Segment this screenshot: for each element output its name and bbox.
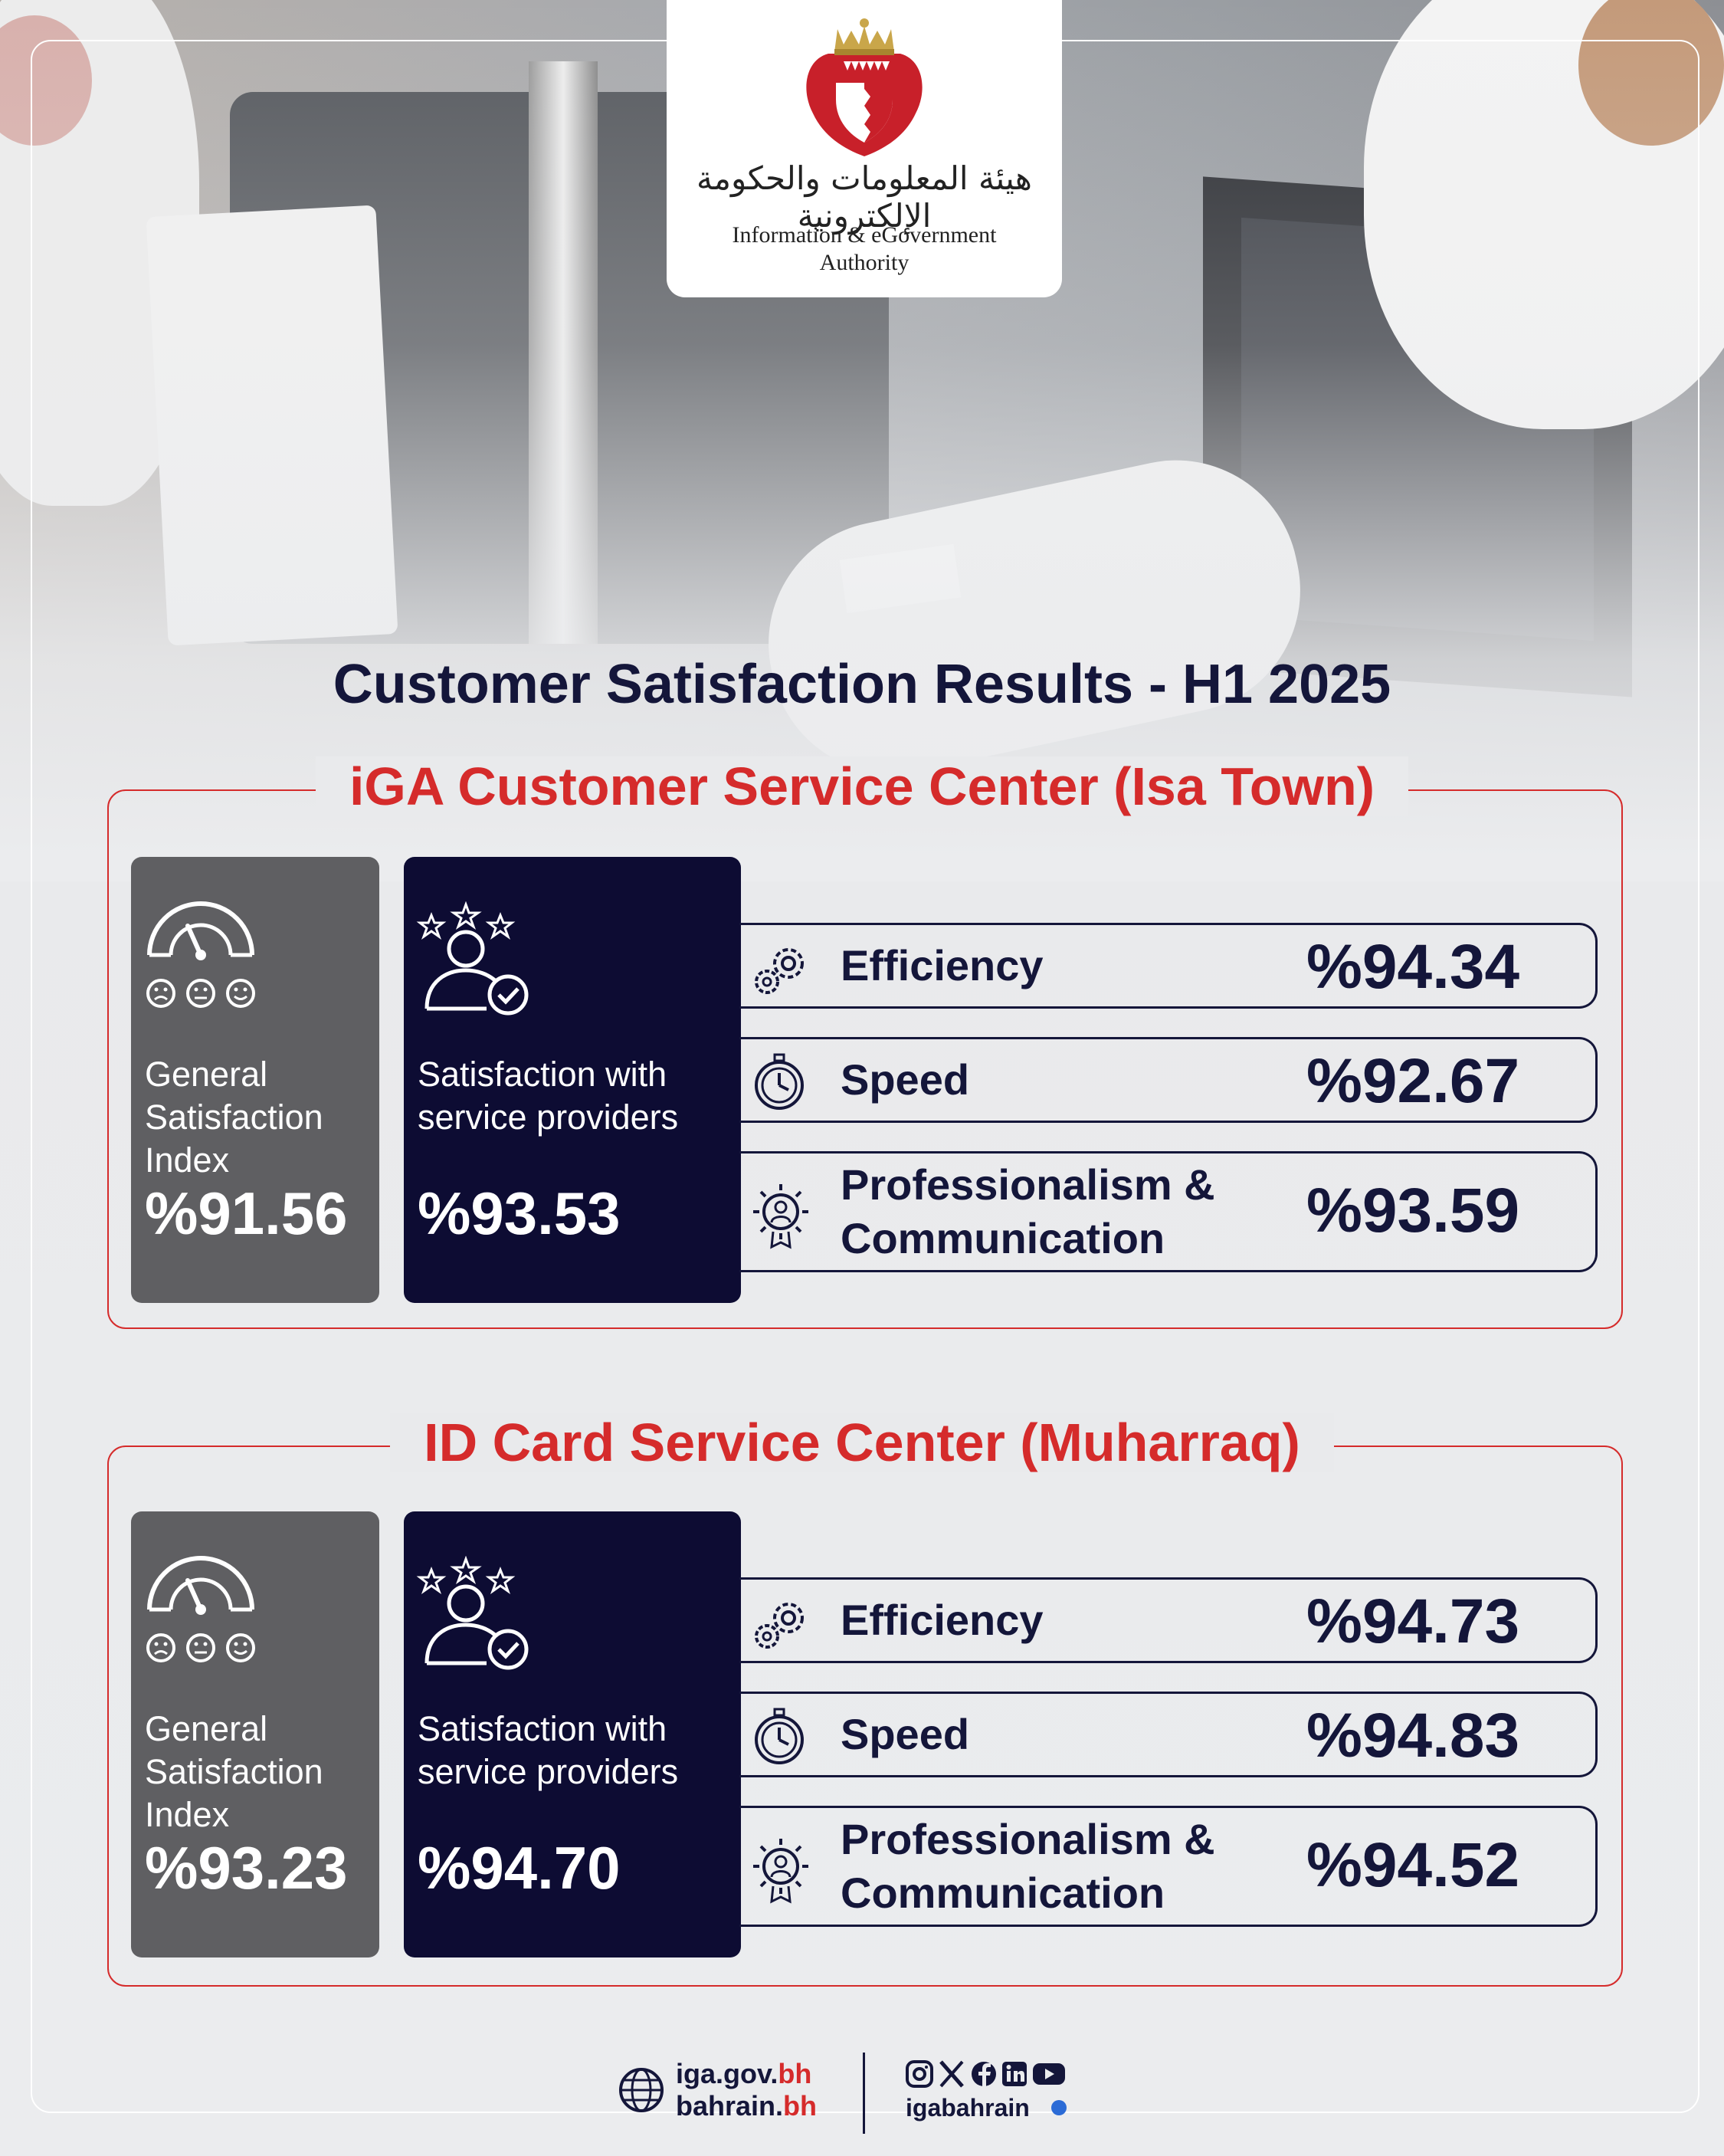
metric-value: %94.83 bbox=[1306, 1701, 1520, 1770]
metric-label: Professionalism & Communication bbox=[841, 1160, 1215, 1262]
metric-row-professionalism: Professionalism & Communication %94.52 bbox=[739, 1806, 1598, 1927]
section-title: ID Card Service Center (Muharraq) bbox=[0, 1412, 1724, 1473]
providers-satisfaction-value: %93.53 bbox=[418, 1180, 621, 1247]
metric-label: Speed bbox=[841, 1055, 970, 1104]
section-title-text: ID Card Service Center (Muharraq) bbox=[390, 1413, 1334, 1472]
rated-person-icon bbox=[416, 901, 529, 1016]
globe-icon bbox=[619, 2068, 664, 2112]
award-person-icon bbox=[753, 1184, 808, 1249]
youtube-icon[interactable] bbox=[1033, 2063, 1065, 2085]
providers-satisfaction-value: %94.70 bbox=[418, 1834, 621, 1902]
gears-icon bbox=[755, 1603, 804, 1649]
metric-value: %94.34 bbox=[1306, 932, 1520, 1002]
general-satisfaction-value: %91.56 bbox=[145, 1180, 348, 1247]
metric-value: %92.67 bbox=[1306, 1046, 1520, 1116]
rated-person-icon bbox=[416, 1556, 529, 1670]
metric-row-speed: Speed %92.67 bbox=[739, 1037, 1598, 1123]
facebook-icon[interactable] bbox=[972, 2062, 996, 2086]
instagram-icon[interactable] bbox=[906, 2060, 933, 2088]
general-satisfaction-value: %93.23 bbox=[145, 1834, 348, 1902]
metric-value: %94.73 bbox=[1306, 1587, 1520, 1656]
gauge-faces-icon bbox=[146, 1556, 255, 1662]
general-satisfaction-label: General Satisfaction Index bbox=[145, 1055, 323, 1180]
logo-english-line2: Authority bbox=[819, 250, 910, 275]
providers-satisfaction-card: Satisfaction with service providers %94.… bbox=[404, 1511, 741, 1957]
footer-divider bbox=[863, 2053, 865, 2134]
logo-card: هيئة المعلومات والحكومة الإلكترونية Info… bbox=[667, 0, 1062, 297]
metric-value: %94.52 bbox=[1306, 1830, 1520, 1900]
metric-label: Speed bbox=[841, 1710, 970, 1758]
stopwatch-icon bbox=[755, 1053, 804, 1110]
providers-satisfaction-label: Satisfaction with service providers bbox=[418, 1055, 679, 1137]
general-satisfaction-card: General Satisfaction Index %91.56 bbox=[131, 857, 379, 1303]
metric-row-speed: Speed %94.83 bbox=[739, 1692, 1598, 1777]
general-satisfaction-label: General Satisfaction Index bbox=[145, 1709, 323, 1834]
url-main: iga.gov. bbox=[676, 2058, 778, 2089]
gears-icon bbox=[755, 948, 804, 994]
metric-label: Professionalism & Communication bbox=[841, 1815, 1215, 1917]
social-icons bbox=[906, 2060, 1065, 2088]
linkedin-icon[interactable] bbox=[1002, 2062, 1027, 2086]
section-title: iGA Customer Service Center (Isa Town) bbox=[0, 756, 1724, 817]
section-title-text: iGA Customer Service Center (Isa Town) bbox=[315, 756, 1409, 816]
website-link-iga[interactable]: iga.gov.bh bbox=[676, 2059, 811, 2089]
providers-satisfaction-label: Satisfaction with service providers bbox=[418, 1709, 679, 1791]
logo-english-line1: Information & eGovernment bbox=[732, 222, 997, 248]
verified-badge-icon bbox=[1051, 2100, 1067, 2115]
metric-row-efficiency: Efficiency %94.73 bbox=[739, 1577, 1598, 1663]
x-icon[interactable] bbox=[939, 2060, 964, 2088]
general-satisfaction-card: General Satisfaction Index %93.23 bbox=[131, 1511, 379, 1957]
award-person-icon bbox=[753, 1839, 808, 1904]
metric-row-efficiency: Efficiency %94.34 bbox=[739, 923, 1598, 1009]
social-handle[interactable]: igabahrain bbox=[906, 2094, 1030, 2122]
metric-label: Efficiency bbox=[841, 941, 1044, 989]
providers-satisfaction-card: Satisfaction with service providers %93.… bbox=[404, 857, 741, 1303]
metric-value: %93.59 bbox=[1306, 1176, 1520, 1245]
logo-arabic-text: هيئة المعلومات والحكومة الإلكترونية bbox=[696, 159, 1032, 235]
metric-label: Efficiency bbox=[841, 1596, 1044, 1644]
url-tld: bh bbox=[778, 2058, 812, 2089]
bahrain-emblem-icon bbox=[806, 18, 923, 156]
url-main: bahrain. bbox=[676, 2090, 784, 2122]
url-tld: bh bbox=[783, 2090, 818, 2122]
gauge-faces-icon bbox=[146, 901, 255, 1008]
footer: iga.gov.bh bahrain.bh igabahrain bbox=[0, 2039, 1724, 2134]
metric-row-professionalism: Professionalism & Communication %93.59 bbox=[739, 1151, 1598, 1272]
page-title: Customer Satisfaction Results - H1 2025 bbox=[333, 654, 1391, 715]
stopwatch-icon bbox=[755, 1708, 804, 1764]
website-link-bahrain[interactable]: bahrain.bh bbox=[676, 2091, 817, 2122]
